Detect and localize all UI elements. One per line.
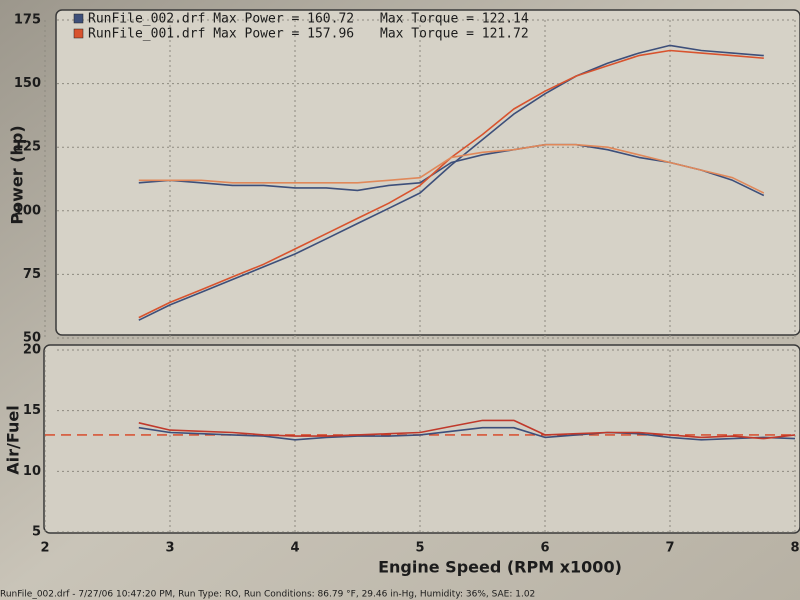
x-tick-label: 5 xyxy=(415,541,424,556)
x-tick-label: 8 xyxy=(790,541,799,556)
legend-entry: Max Torque = 121.72 xyxy=(380,27,529,42)
legend-entry: RunFile_001.drf Max Power = 157.96 xyxy=(88,27,354,42)
y-tick-label: 5 xyxy=(32,525,41,540)
footer: RunFile_002.drf - 7/27/06 10:47:20 PM, R… xyxy=(0,590,535,600)
x-tick-label: 6 xyxy=(540,541,549,556)
legend-entry: RunFile_002.drf Max Power = 160.72 xyxy=(88,12,354,27)
y-tick-label: 125 xyxy=(14,140,41,155)
legend-swatch xyxy=(73,13,84,24)
y-tick-label: 175 xyxy=(14,13,41,28)
y-tick-label: 15 xyxy=(23,403,41,418)
x-tick-label: 7 xyxy=(665,541,674,556)
legend-swatch xyxy=(73,28,84,39)
series-line xyxy=(138,143,765,194)
legend-entry: Max Torque = 122.14 xyxy=(380,12,529,27)
x-tick-label: 4 xyxy=(290,541,299,556)
y-tick-label: 10 xyxy=(23,464,41,479)
y-axis-title: Power (hp) xyxy=(8,125,27,224)
y-tick-label: 150 xyxy=(14,76,41,91)
series-line xyxy=(138,143,765,197)
afr-panel xyxy=(43,344,800,534)
series-line xyxy=(138,419,796,440)
x-axis-title: Engine Speed (RPM x1000) xyxy=(378,558,622,577)
y-tick-label: 75 xyxy=(23,267,41,282)
series-line xyxy=(138,426,796,441)
y-tick-label: 50 xyxy=(23,331,41,346)
series-line xyxy=(138,44,764,321)
y-axis-title: Air/Fuel xyxy=(4,405,23,474)
y-tick-label: 100 xyxy=(14,203,41,218)
x-tick-label: 3 xyxy=(165,541,174,556)
x-tick-label: 2 xyxy=(40,541,49,556)
y-tick-label: 20 xyxy=(23,343,41,358)
